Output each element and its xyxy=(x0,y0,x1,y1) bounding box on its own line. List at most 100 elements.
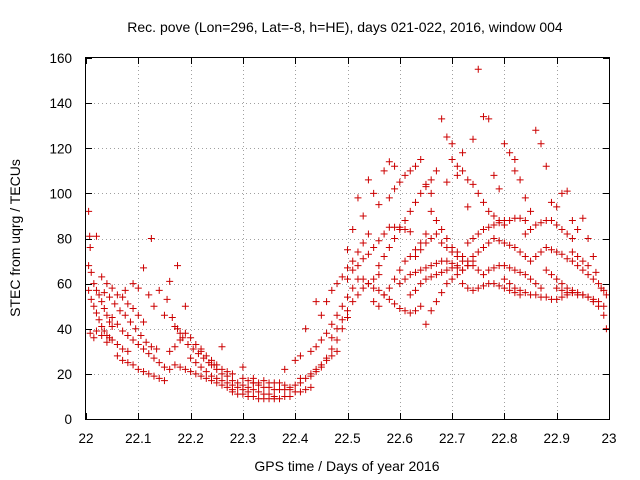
data-point xyxy=(98,332,106,340)
data-point xyxy=(166,277,174,285)
data-point xyxy=(558,189,566,197)
data-point xyxy=(281,365,289,373)
data-point xyxy=(234,379,242,387)
data-point xyxy=(474,189,482,197)
data-point xyxy=(500,140,508,148)
data-point xyxy=(527,257,535,265)
data-point xyxy=(192,359,200,367)
data-point xyxy=(150,302,158,310)
data-point xyxy=(95,316,103,324)
data-point xyxy=(558,286,566,294)
data-point xyxy=(375,201,383,209)
data-point xyxy=(532,126,540,134)
data-point xyxy=(521,216,529,224)
data-point xyxy=(443,257,451,265)
data-point xyxy=(385,244,393,252)
data-point xyxy=(87,295,95,303)
data-point xyxy=(448,156,456,164)
data-point xyxy=(479,282,487,290)
data-point xyxy=(344,307,351,315)
data-point xyxy=(427,235,435,242)
data-point xyxy=(532,291,540,299)
data-point xyxy=(328,352,336,360)
data-point xyxy=(349,257,357,265)
data-point xyxy=(427,307,435,315)
data-point xyxy=(124,359,132,367)
data-point xyxy=(469,262,477,270)
data-point xyxy=(174,262,182,270)
data-point xyxy=(427,207,435,215)
data-point xyxy=(168,313,176,321)
data-point xyxy=(354,291,362,299)
data-point xyxy=(490,212,498,220)
data-point xyxy=(511,167,519,175)
data-point xyxy=(181,302,189,310)
x-tick-label: 23 xyxy=(601,431,616,446)
data-point xyxy=(553,284,561,292)
data-point xyxy=(375,237,383,245)
data-point xyxy=(602,325,610,333)
data-point xyxy=(145,370,153,378)
data-point xyxy=(108,336,116,344)
data-point xyxy=(359,255,367,263)
data-point xyxy=(500,262,508,270)
data-point xyxy=(527,275,535,283)
data-point xyxy=(333,280,341,288)
data-point xyxy=(511,156,519,164)
data-point xyxy=(291,356,299,364)
data-point xyxy=(176,336,184,344)
data-point xyxy=(129,280,137,288)
data-point xyxy=(558,250,566,258)
data-point xyxy=(537,140,545,148)
data-point xyxy=(323,298,331,306)
data-point xyxy=(417,266,425,274)
data-point xyxy=(359,275,367,283)
data-point xyxy=(124,300,132,308)
data-point xyxy=(359,239,367,247)
data-point xyxy=(396,266,404,274)
x-tick-label: 22.3 xyxy=(230,431,256,446)
data-point xyxy=(317,363,325,371)
data-point xyxy=(411,198,419,206)
data-point xyxy=(516,268,524,276)
data-point xyxy=(547,246,555,254)
data-point xyxy=(171,343,179,351)
data-point xyxy=(459,253,467,261)
data-point xyxy=(95,291,103,299)
data-point xyxy=(90,334,98,342)
data-point xyxy=(223,379,231,387)
data-point xyxy=(197,363,205,371)
data-point xyxy=(370,189,378,197)
data-point xyxy=(527,225,535,233)
data-point xyxy=(106,293,114,301)
data-point xyxy=(249,386,257,394)
data-point xyxy=(160,377,168,385)
data-point xyxy=(438,225,446,233)
data-point xyxy=(521,253,529,261)
data-point xyxy=(479,113,487,121)
data-point xyxy=(92,232,100,240)
data-point xyxy=(391,275,399,283)
data-point xyxy=(438,289,446,297)
data-point xyxy=(427,262,435,270)
data-point xyxy=(602,291,610,299)
data-point xyxy=(579,266,587,274)
data-point xyxy=(249,392,257,400)
data-point xyxy=(443,266,451,274)
data-point xyxy=(385,284,393,292)
y-tick-label: 80 xyxy=(57,232,72,247)
data-point xyxy=(328,345,336,353)
data-point xyxy=(370,244,378,252)
data-point xyxy=(145,350,153,358)
data-point xyxy=(422,183,430,191)
data-point xyxy=(558,225,566,233)
data-point xyxy=(391,235,399,242)
data-point xyxy=(563,255,571,263)
data-point xyxy=(537,248,545,256)
data-point xyxy=(406,291,414,299)
data-point xyxy=(85,262,93,270)
data-point xyxy=(302,374,310,382)
data-point xyxy=(506,280,514,288)
data-point xyxy=(542,293,550,301)
data-point xyxy=(579,257,587,265)
